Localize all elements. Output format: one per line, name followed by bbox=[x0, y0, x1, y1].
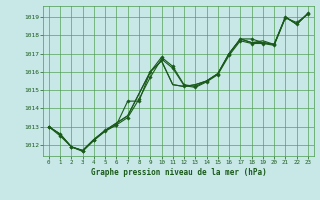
X-axis label: Graphe pression niveau de la mer (hPa): Graphe pression niveau de la mer (hPa) bbox=[91, 168, 266, 177]
